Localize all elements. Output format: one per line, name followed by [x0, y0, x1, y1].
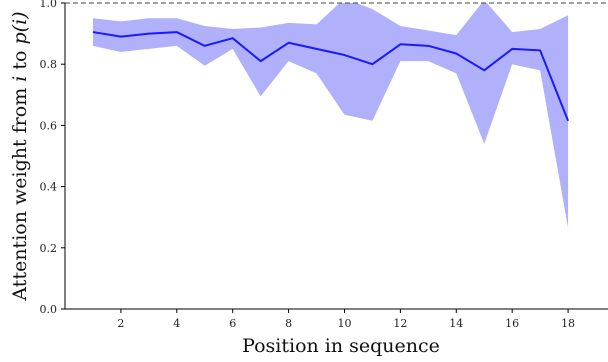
x-tick-label-10: 10 — [337, 317, 351, 330]
x-tick-label-12: 12 — [393, 317, 407, 330]
data-point-10 — [343, 54, 345, 56]
x-axis-label: Position in sequence — [242, 335, 440, 357]
data-point-17 — [539, 49, 541, 51]
y-tick-label-3: 0.6 — [40, 119, 58, 132]
x-tick-label-14: 14 — [449, 317, 463, 330]
data-point-13 — [427, 45, 429, 47]
y-axis-label: Attention weight from i to p(i) — [9, 11, 31, 301]
data-point-2 — [120, 35, 122, 37]
x-tick-label-18: 18 — [561, 317, 575, 330]
x-tick-label-8: 8 — [285, 317, 292, 330]
y-tick-label-4: 0.8 — [40, 58, 58, 71]
data-point-8 — [287, 42, 289, 44]
svg-text:Attention weight from i to p(i: Attention weight from i to p(i) — [9, 11, 31, 301]
data-point-14 — [455, 52, 457, 54]
x-tick-label-16: 16 — [505, 317, 519, 330]
data-point-16 — [511, 48, 513, 50]
x-tick-label-2: 2 — [117, 317, 124, 330]
data-point-3 — [148, 32, 150, 34]
data-point-5 — [204, 45, 206, 47]
y-tick-label-2: 0.4 — [40, 181, 58, 194]
x-tick-label-4: 4 — [173, 317, 180, 330]
mean-line — [92, 31, 570, 122]
data-point-6 — [231, 37, 233, 39]
data-point-12 — [399, 43, 401, 45]
data-point-15 — [483, 69, 485, 71]
data-point-7 — [259, 60, 261, 62]
confidence-band — [92, 3, 569, 228]
x-tick-label-6: 6 — [229, 317, 236, 330]
y-tick-label-5: 1.0 — [40, 0, 58, 10]
data-point-1 — [92, 31, 94, 33]
y-tick-label-0: 0.0 — [40, 303, 58, 316]
y-tick-label-1: 0.2 — [40, 242, 58, 255]
data-point-18 — [567, 120, 569, 122]
data-point-11 — [371, 63, 373, 65]
data-point-4 — [176, 31, 178, 33]
data-point-9 — [315, 48, 317, 50]
